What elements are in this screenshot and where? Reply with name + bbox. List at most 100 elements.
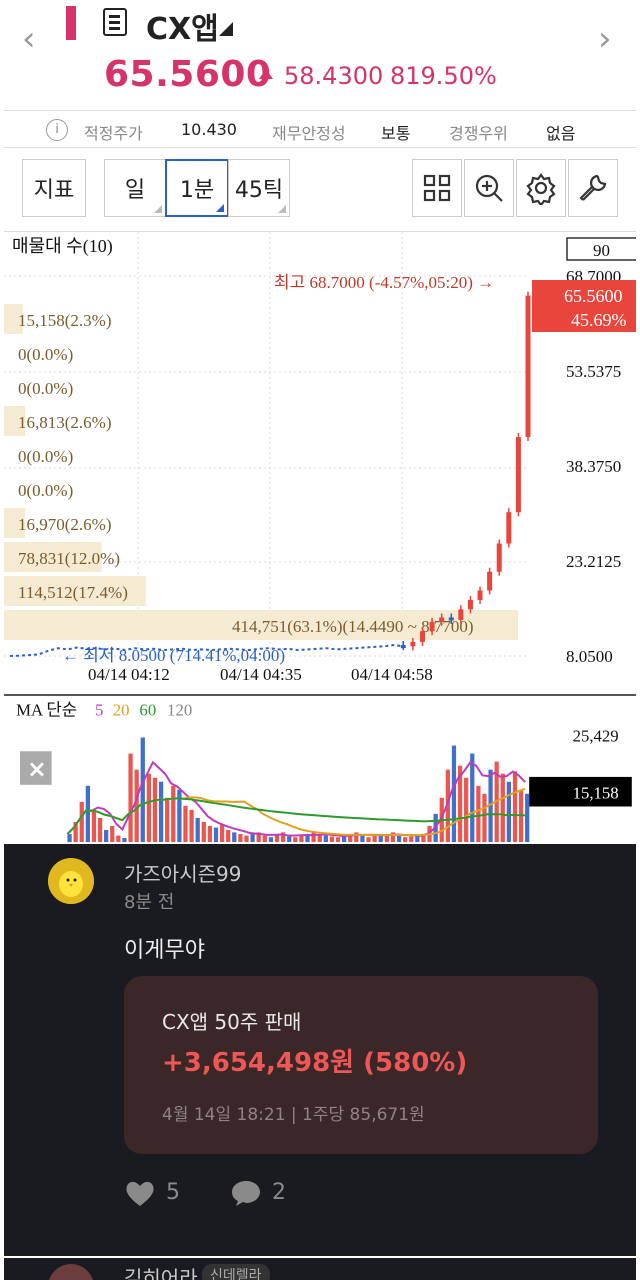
volume-bar [525,793,530,843]
volume-bar [280,832,286,843]
competitive-label: 경쟁우위 [449,124,508,143]
volume-bar [335,837,341,843]
volume-profile-bar [4,542,102,572]
volume-bar [403,837,408,843]
price-chart[interactable]: 15,158(2.3%) 0(0.0%) 0(0.0%) 16,813(2.6%) 0(… [4,232,636,692]
volume-profile-bar [4,576,146,606]
volume-bar [360,834,365,843]
settings-button[interactable] [516,159,566,217]
like-count: 5 [166,1180,180,1205]
x-tick-label: 04/14 04:12 [88,665,170,684]
volume-bar [262,835,267,843]
volume-bar [512,771,518,843]
stock-header: ‹ › CX앱 65.5600 58.4300 819.50% [0,0,640,110]
volume-bar [287,836,292,843]
user-badge: 신데렐라 [202,1264,270,1280]
candle [410,641,416,647]
close-icon: × [27,755,47,783]
volume-bar [244,835,249,843]
y-tick-label: 8.0500 [566,647,613,666]
volume-bar [177,789,182,843]
day-period-button[interactable]: 일 [104,159,166,217]
comment-username[interactable]: 김히어라 [124,1266,198,1280]
volume-profile-label: 78,831(12.0%) [18,549,120,568]
candle [515,437,521,513]
candle [467,599,473,610]
prev-stock-arrow-icon[interactable]: ‹ [22,19,36,59]
favorite-marker-icon[interactable] [66,6,76,40]
wrench-icon [579,174,607,201]
current-volume-value: 15,158 [573,784,619,803]
volume-bar [152,777,158,843]
avatar[interactable] [48,1264,94,1280]
volume-bar [464,777,469,843]
volume-bar [213,827,219,843]
trade-title: CX앱 50주 판매 [162,1010,302,1034]
fair-price-value: 10.430 [181,120,237,139]
tools-button[interactable] [568,159,618,217]
candle [448,617,454,621]
volume-bar [207,825,213,843]
low-annotation: ← 최저 8.0500 (714.41%,04:00) [62,646,285,665]
chart-toolbar: 지표 일 1분 45틱 [4,150,636,232]
volume-bar [317,834,322,843]
volume-bar [311,832,316,843]
volume-bar [268,837,274,843]
volume-bar [134,769,139,843]
volume-bar [274,834,280,843]
volume-bar [85,785,90,843]
volume-chart[interactable]: MA 단순 5 20 60 120 25,429 15,158 × [4,694,636,844]
zoom-button[interactable] [464,159,514,217]
volume-bar [293,837,298,843]
volume-bar [500,773,505,843]
volume-bar [256,832,261,843]
current-price-tag-rate: 45.69% [571,310,627,330]
next-stock-arrow-icon[interactable]: › [598,19,612,59]
comment-bubble-icon[interactable] [230,1178,262,1208]
ma-60-line [66,797,526,835]
minute-period-button[interactable]: 1분 [165,159,229,217]
current-price-tag [532,280,636,332]
volume-bar [482,793,487,843]
info-icon[interactable]: i [46,119,68,141]
ma-5-label: 5 [95,701,103,720]
volume-bar [409,836,414,843]
comments-section: 가즈아시즌99 8분 전 이게무야 CX앱 50주 판매 +3,654,498원… [4,844,636,1280]
document-icon[interactable] [103,8,127,36]
volume-bar [104,829,109,843]
volume-bar [165,797,170,843]
volume-bar [189,809,194,843]
comment-username[interactable]: 가즈아시즌99 [124,862,242,886]
fair-price-label: 적정주가 [84,124,143,143]
volume-bar [97,817,103,843]
comment-text: 이게무야 [124,938,205,963]
volume-bar [470,753,475,843]
ma-5-line [66,760,526,837]
tick-label: 45틱 [234,178,284,203]
box-value-frame [566,237,636,261]
volume-bar [122,838,127,843]
trade-date: 4월 14일 18:21 | 1주당 85,671원 [162,1105,425,1125]
avatar[interactable] [48,858,94,904]
tick-period-button[interactable]: 45틱 [228,159,290,217]
volume-bar [372,835,377,843]
indicator-button[interactable]: 지표 [22,159,86,217]
volume-bar [457,765,463,843]
stability-value: 보통 [381,124,411,143]
candle [458,609,464,620]
close-volume-button[interactable] [20,751,52,785]
volume-profile-label: 0(0.0%) [18,379,73,398]
trade-card[interactable]: CX앱 50주 판매 +3,654,498원 (580%) 4월 14일 18:… [124,976,598,1154]
stability-label: 재무안정성 [272,124,346,143]
layout-button[interactable] [412,159,462,217]
ma-legend-label: MA 단순 [16,701,77,720]
stock-name[interactable]: CX앱 [146,12,219,47]
candle [419,631,425,642]
volume-bar [299,835,304,843]
heart-icon[interactable] [124,1178,156,1208]
zoom-in-icon [475,174,503,202]
volume-bar [116,835,121,843]
stock-dropdown-icon[interactable] [219,22,233,36]
chart-title: 매물대 수(10) [12,236,113,257]
volume-bar [67,833,72,843]
